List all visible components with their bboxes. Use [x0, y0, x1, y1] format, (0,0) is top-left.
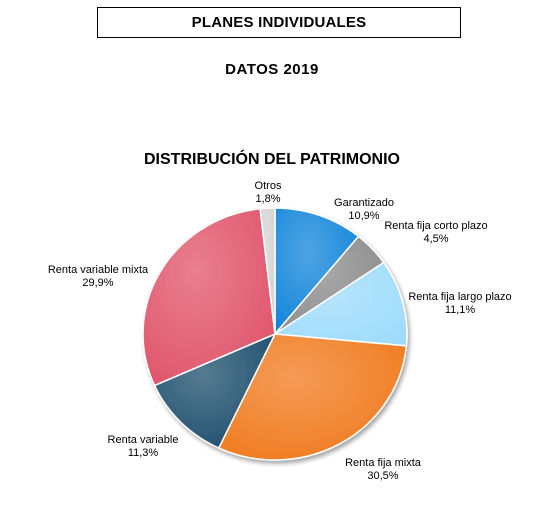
- slice-value-label: 1,8%: [255, 193, 280, 205]
- chart-title: DISTRIBUCIÓN DEL PATRIMONIO: [144, 151, 400, 168]
- slice-label: Renta fija corto plazo: [384, 220, 487, 232]
- slice-label: Renta fija mixta: [345, 457, 422, 469]
- slice-label: Garantizado: [334, 197, 394, 209]
- slice-value-label: 29,9%: [82, 277, 113, 289]
- pie-slice-otros: [259, 207, 276, 335]
- pie-slice-renta-fija-largo-plazo: [272, 261, 408, 347]
- pie-slice-renta-fija-mixta: [217, 333, 408, 461]
- slice-label: Renta variable mixta: [48, 264, 149, 276]
- slice-value-label: 11,3%: [128, 447, 159, 459]
- slice-value-label: 4,5%: [423, 233, 448, 245]
- slice-label: Renta variable: [108, 434, 179, 446]
- pie-slice-garantizado: [274, 207, 360, 337]
- page-title-box: PLANES INDIVIDUALES: [97, 7, 461, 38]
- slice-label: Renta fija largo plazo: [408, 291, 511, 303]
- slice-value-label: 30,5%: [367, 470, 398, 482]
- pie-slice-renta-variable-mixta: [142, 207, 276, 387]
- slice-label: Otros: [255, 180, 282, 192]
- slice-value-label: 10,9%: [348, 210, 379, 222]
- pie-slice-renta-variable: [153, 332, 277, 449]
- slice-value-label: 11,1%: [445, 304, 476, 316]
- page-title: PLANES INDIVIDUALES: [191, 14, 367, 31]
- page-subtitle: DATOS 2019: [225, 61, 319, 78]
